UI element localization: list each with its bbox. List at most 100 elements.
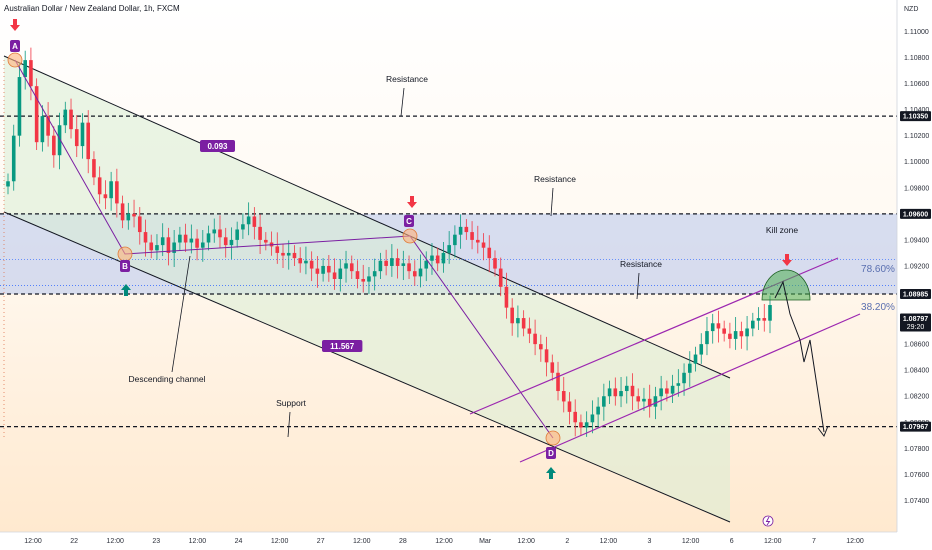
- candle-body: [630, 385, 635, 397]
- y-tick-label: 1.09400: [904, 237, 929, 244]
- channel-upper-line: [3, 55, 731, 379]
- candle-body: [34, 86, 39, 143]
- candle-body: [344, 263, 348, 269]
- candle-body: [407, 263, 411, 272]
- support-pointer: [287, 411, 291, 438]
- lightning-icon-glyph: [765, 516, 771, 526]
- arrow-down-icon: [407, 196, 417, 208]
- price-label: 1.09600: [903, 211, 928, 218]
- candle-body: [670, 385, 675, 394]
- candle-body: [699, 344, 704, 355]
- fib-786-label: 78.60%: [861, 264, 895, 275]
- x-tick-label: 12:00: [353, 538, 371, 545]
- arrow-up-icon: [546, 467, 556, 479]
- candle-body: [292, 252, 297, 259]
- x-tick-label: 2: [565, 538, 569, 545]
- price-label: 1.08797: [903, 316, 928, 323]
- candle-body: [613, 388, 618, 397]
- candle-body: [728, 333, 732, 339]
- candle-body: [46, 116, 50, 136]
- candle-body: [178, 234, 182, 243]
- candle-body: [155, 245, 159, 251]
- candle-body: [183, 234, 188, 243]
- candle-body: [607, 388, 612, 397]
- x-tick-label: 12:00: [435, 538, 453, 545]
- measure-badge-1-bg: [200, 140, 235, 152]
- candle-body: [596, 406, 600, 415]
- y-tick-label: 1.10200: [904, 133, 929, 140]
- candle-body: [52, 135, 56, 156]
- x-tick-label: 12:00: [846, 538, 864, 545]
- candle-body: [504, 286, 509, 308]
- price-label: 1.07967: [903, 424, 928, 431]
- candle-body: [647, 398, 652, 407]
- candle-body: [590, 414, 595, 423]
- candle-body: [235, 229, 239, 240]
- y-tick-label: 1.07800: [904, 446, 929, 453]
- kill-zone-shape: [761, 269, 811, 301]
- candle-body: [166, 237, 171, 253]
- candle-body: [17, 77, 22, 136]
- point-label-C: C: [406, 217, 412, 226]
- candle-body: [223, 237, 228, 246]
- candle-body: [710, 323, 715, 332]
- candle-body: [11, 135, 16, 182]
- candle-body: [92, 159, 96, 178]
- point-label-bg-D: [546, 447, 556, 459]
- candle-body: [412, 271, 417, 277]
- candle-body: [229, 239, 234, 246]
- resistance-label-2: Resistance: [534, 174, 576, 184]
- candle-body: [321, 265, 325, 274]
- candle-body: [447, 245, 451, 253]
- candle-body: [298, 258, 302, 264]
- pattern-abcd-line: [14, 59, 554, 439]
- candle-body: [687, 363, 692, 373]
- candle-body: [372, 271, 377, 277]
- candle-body: [281, 252, 285, 256]
- candle-body: [619, 391, 623, 397]
- candle-body: [653, 396, 658, 407]
- candle-body: [745, 328, 749, 337]
- point-label-D: D: [548, 449, 554, 458]
- y-tick-label: 1.10800: [904, 55, 929, 62]
- price-label-bg: [900, 421, 931, 432]
- candle-body: [768, 305, 772, 321]
- candle-body: [332, 272, 337, 279]
- x-tick-label: 12:00: [106, 538, 124, 545]
- resistance-pointer-1: [400, 87, 405, 117]
- candle-body: [705, 331, 709, 345]
- candle-body: [550, 362, 555, 373]
- candle-body: [642, 398, 646, 402]
- candle-body: [636, 396, 641, 402]
- price-label-bg: [900, 288, 931, 299]
- axis-currency: NZD: [904, 6, 918, 13]
- candle-body: [69, 109, 73, 130]
- candle-body: [733, 331, 738, 339]
- price-label-countdown: 29:20: [907, 324, 925, 331]
- candle-body: [6, 181, 10, 187]
- candle-body: [120, 203, 125, 221]
- ascending-channel-lower: [519, 313, 861, 463]
- pivot-circle-B: [117, 246, 133, 262]
- projection-arrowhead: [817, 425, 829, 438]
- candle-body: [246, 216, 251, 225]
- candle-body: [286, 252, 291, 256]
- candle-body: [395, 258, 400, 266]
- resistance-label-1: Resistance: [386, 74, 428, 84]
- candle-body: [86, 122, 91, 160]
- channel-pointer: [171, 255, 191, 373]
- y-tick-label: 1.09200: [904, 263, 929, 270]
- y-tick-label: 1.09800: [904, 185, 929, 192]
- lightning-icon[interactable]: [762, 515, 774, 527]
- point-label-bg-C: [404, 215, 414, 227]
- point-label-A: A: [12, 42, 18, 51]
- candle-body: [573, 411, 578, 423]
- candle-body: [430, 255, 434, 261]
- candle-body: [143, 232, 148, 243]
- y-tick-label: 1.07400: [904, 498, 929, 505]
- arrow-down-icon: [10, 19, 20, 31]
- candle-body: [63, 109, 68, 126]
- x-tick-label: 12:00: [682, 538, 700, 545]
